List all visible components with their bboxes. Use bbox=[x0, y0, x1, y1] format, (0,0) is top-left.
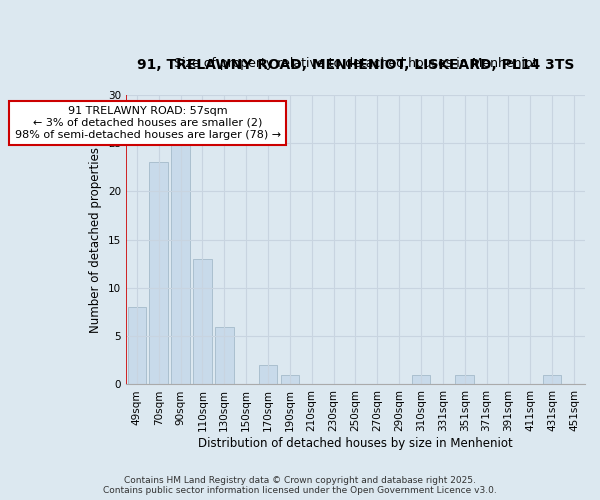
Bar bbox=[215, 326, 233, 384]
Y-axis label: Number of detached properties: Number of detached properties bbox=[89, 146, 102, 332]
Bar bbox=[455, 375, 474, 384]
Text: 91, TRELAWNY ROAD, MENHENIOT, LISKEARD, PL14 3TS: 91, TRELAWNY ROAD, MENHENIOT, LISKEARD, … bbox=[137, 58, 574, 71]
Bar bbox=[543, 375, 562, 384]
Bar bbox=[412, 375, 430, 384]
Bar bbox=[281, 375, 299, 384]
Bar bbox=[128, 307, 146, 384]
Text: 91 TRELAWNY ROAD: 57sqm
← 3% of detached houses are smaller (2)
98% of semi-deta: 91 TRELAWNY ROAD: 57sqm ← 3% of detached… bbox=[15, 106, 281, 140]
Title: Size of property relative to detached houses in Menheniot: Size of property relative to detached ho… bbox=[174, 57, 537, 70]
Bar bbox=[171, 143, 190, 384]
Bar bbox=[193, 259, 212, 384]
Bar bbox=[149, 162, 168, 384]
X-axis label: Distribution of detached houses by size in Menheniot: Distribution of detached houses by size … bbox=[198, 437, 513, 450]
Text: Contains HM Land Registry data © Crown copyright and database right 2025.
Contai: Contains HM Land Registry data © Crown c… bbox=[103, 476, 497, 495]
Bar bbox=[259, 365, 277, 384]
